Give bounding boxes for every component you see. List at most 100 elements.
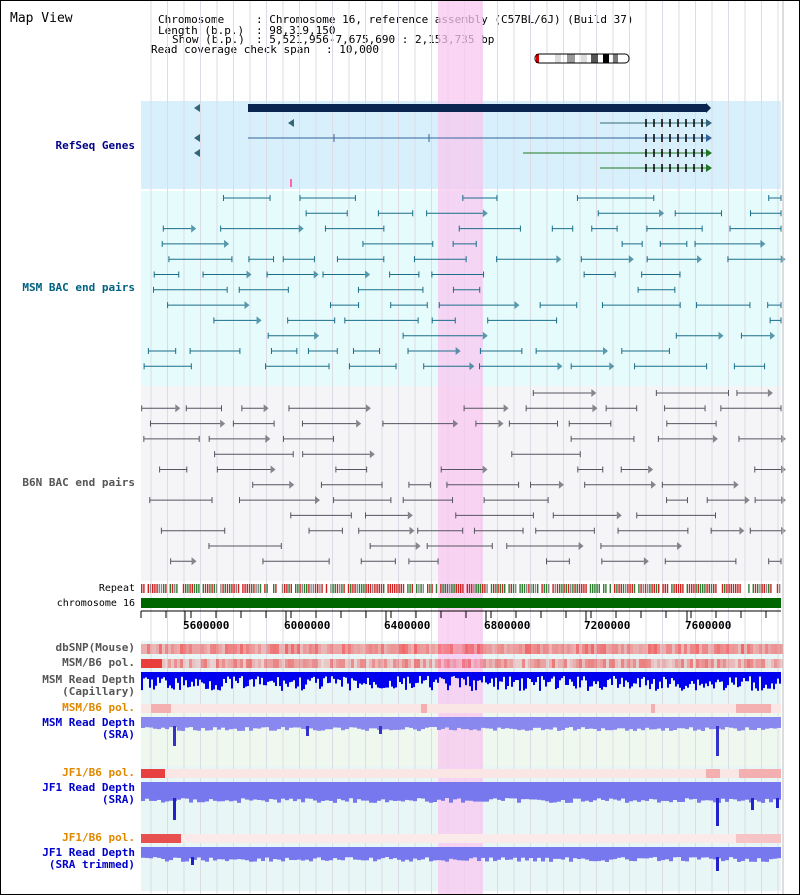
msm-depth-cap-bar [329,672,331,683]
repeat-mark [259,584,262,593]
msm-depth-sra-bar [189,726,193,728]
msm-depth-cap-bar [179,672,181,690]
msm-pol-cell [732,659,735,668]
msm-depth-cap-bar [327,672,329,684]
track-label-refseq[interactable]: RefSeq Genes [55,139,135,152]
jf1-depth-sra-bar [693,798,697,799]
msm-depth-cap-bar [165,672,167,681]
msm-depth-sra-bar [317,726,321,731]
jf1-depth-sra-bar [461,798,465,803]
jf1-depth-trim-bar [377,857,381,860]
dbsnp-cell [327,644,330,654]
jf1-pol-cell [706,769,720,778]
msm-depth-cap-bar [417,672,419,683]
dbsnp-cell [669,644,672,654]
dbsnp-cell [387,644,390,654]
msm-depth-cap-bar [761,672,763,691]
jf1-pol-cell [141,769,165,778]
jf1-depth-sra-bar [301,798,305,803]
dbsnp-cell [156,644,159,654]
msm-depth-cap-bar [667,672,669,688]
jf1-depth-trim-bar [581,857,585,859]
msm-pol-cell [579,659,582,668]
repeat-mark [693,584,695,593]
b6n-bac-arrow [314,496,320,505]
jf1-depth-trim-bar [457,857,461,861]
jf1-depth-sra-bar [661,798,665,801]
track-label-b6n-bac[interactable]: B6N BAC end pairs [22,476,135,489]
msm-pol-cell [543,659,546,668]
jf1-depth-trim-bar [649,857,653,858]
refseq-gene-arrow [706,119,712,127]
msm-depth-sra-bar [777,726,781,728]
dbsnp-cell [600,644,603,654]
jf1-depth-trim-bar [429,857,433,862]
dbsnp-cell [243,644,246,654]
jf1-depth-sra-bar [389,798,393,801]
msm-pol-cell [738,659,741,668]
msm-depth-cap-bar [211,672,213,691]
msm-depth-cap-bar [403,672,405,679]
msm-depth-sra-bar [537,726,541,728]
repeat-mark [237,584,240,593]
jf1-depth-trim-bar [569,857,573,862]
jf1-depth-trim-bar [229,857,233,860]
dbsnp-cell [504,644,507,654]
msm-depth-cap-bar [437,672,439,683]
dbsnp-cell [195,644,198,654]
msm-depth-cap-bar [779,672,781,684]
msm-pol-cell [468,659,471,668]
repeat-mark [356,584,358,593]
ideogram-band [603,54,609,63]
msm-pol-cell [594,659,597,668]
msm-depth-sra-bar [657,726,661,729]
dbsnp-cell [759,644,762,654]
jf1-depth-sra-bar [549,798,553,803]
msm-depth-cap-bar [343,672,345,677]
msm-pol-cell [459,659,462,668]
repeat-mark [264,584,266,593]
dbsnp-cell [612,644,615,654]
dbsnp-cell [717,644,720,654]
msm-pol-cell [165,659,168,668]
dbsnp-cell [213,644,216,654]
jf1-depth-trim-bar [465,857,469,861]
repeat-mark [171,584,174,593]
dbsnp-cell [147,644,150,654]
msm-pol2-cell [651,704,655,713]
jf1-depth-trim-bar [665,857,669,860]
jf1-depth-sra-bar [637,798,641,802]
jf1-depth-sra-bar [193,798,197,800]
msm-depth-sra-bar [353,726,357,728]
msm-pol-cell [504,659,507,668]
msm-depth-sra-bar [613,726,617,730]
msm-depth-cap-bar [593,672,595,682]
jf1-depth-sra-bar [669,798,673,803]
msm-depth-cap-bar [397,672,399,677]
ideogram-band [541,54,555,63]
msm-depth-cap-bar [283,672,285,681]
dbsnp-cell [474,644,477,654]
msm-depth-sra-bar [265,726,269,728]
jf1-depth-trim-bar [293,857,297,861]
msm-depth-cap-bar [173,672,175,690]
msm-pol-cell [636,659,639,668]
msm-depth-cap-bar [681,672,683,691]
jf1-depth-trim-bar [321,857,325,861]
msm-depth-sra-bar [485,726,489,729]
msm-pol-cell [717,659,720,668]
dbsnp-cell [537,644,540,654]
msm-depth-cap-bar [203,672,205,684]
repeat-mark [697,584,699,593]
msm-depth-cap-bar [315,672,317,683]
track-label-msm-bac[interactable]: MSM BAC end pairs [22,281,135,294]
ideogram-band [613,54,618,63]
repeat-mark [752,584,754,593]
msm-depth-sra-bar [749,726,753,730]
dbsnp-cell [336,644,339,654]
repeat-mark [482,584,484,593]
jf1-depth-trim-bar [289,857,293,860]
jf1-depth-trim-bar [469,857,473,859]
msm-depth-cap-bar [709,672,711,682]
